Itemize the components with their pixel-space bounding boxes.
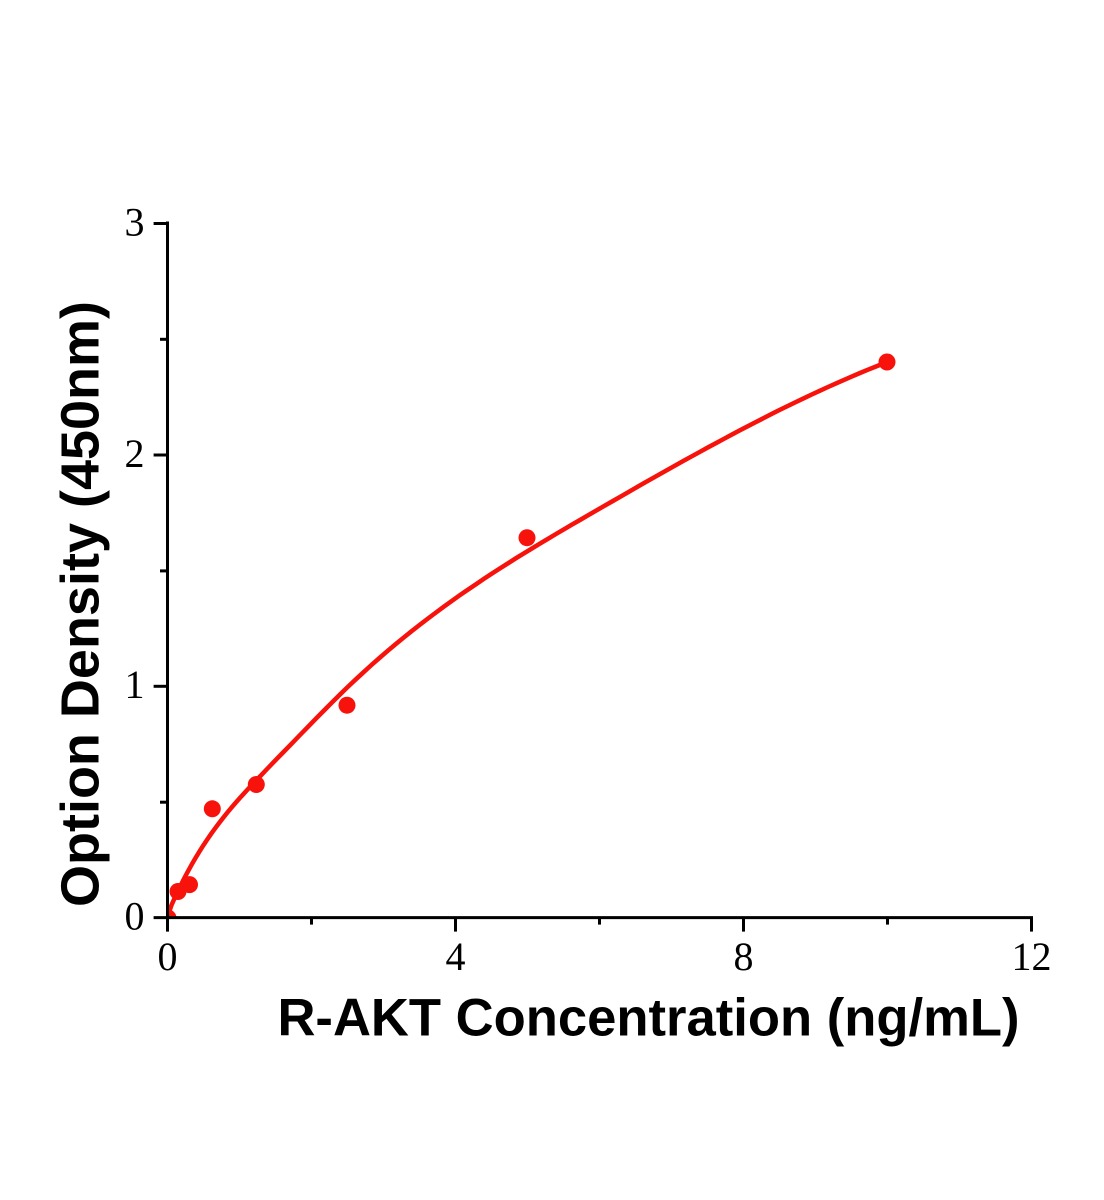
svg-text:8: 8	[734, 934, 754, 979]
svg-text:R-AKT Concentration (ng/mL): R-AKT Concentration (ng/mL)	[277, 989, 1019, 1048]
svg-text:Option Density (450nm): Option Density (450nm)	[51, 301, 111, 907]
svg-text:1: 1	[125, 662, 145, 707]
svg-text:0: 0	[158, 934, 178, 979]
svg-text:0: 0	[125, 893, 145, 938]
svg-text:4: 4	[446, 934, 466, 979]
svg-text:2: 2	[125, 431, 145, 476]
svg-text:3: 3	[125, 199, 145, 244]
svg-text:12: 12	[1012, 934, 1052, 979]
